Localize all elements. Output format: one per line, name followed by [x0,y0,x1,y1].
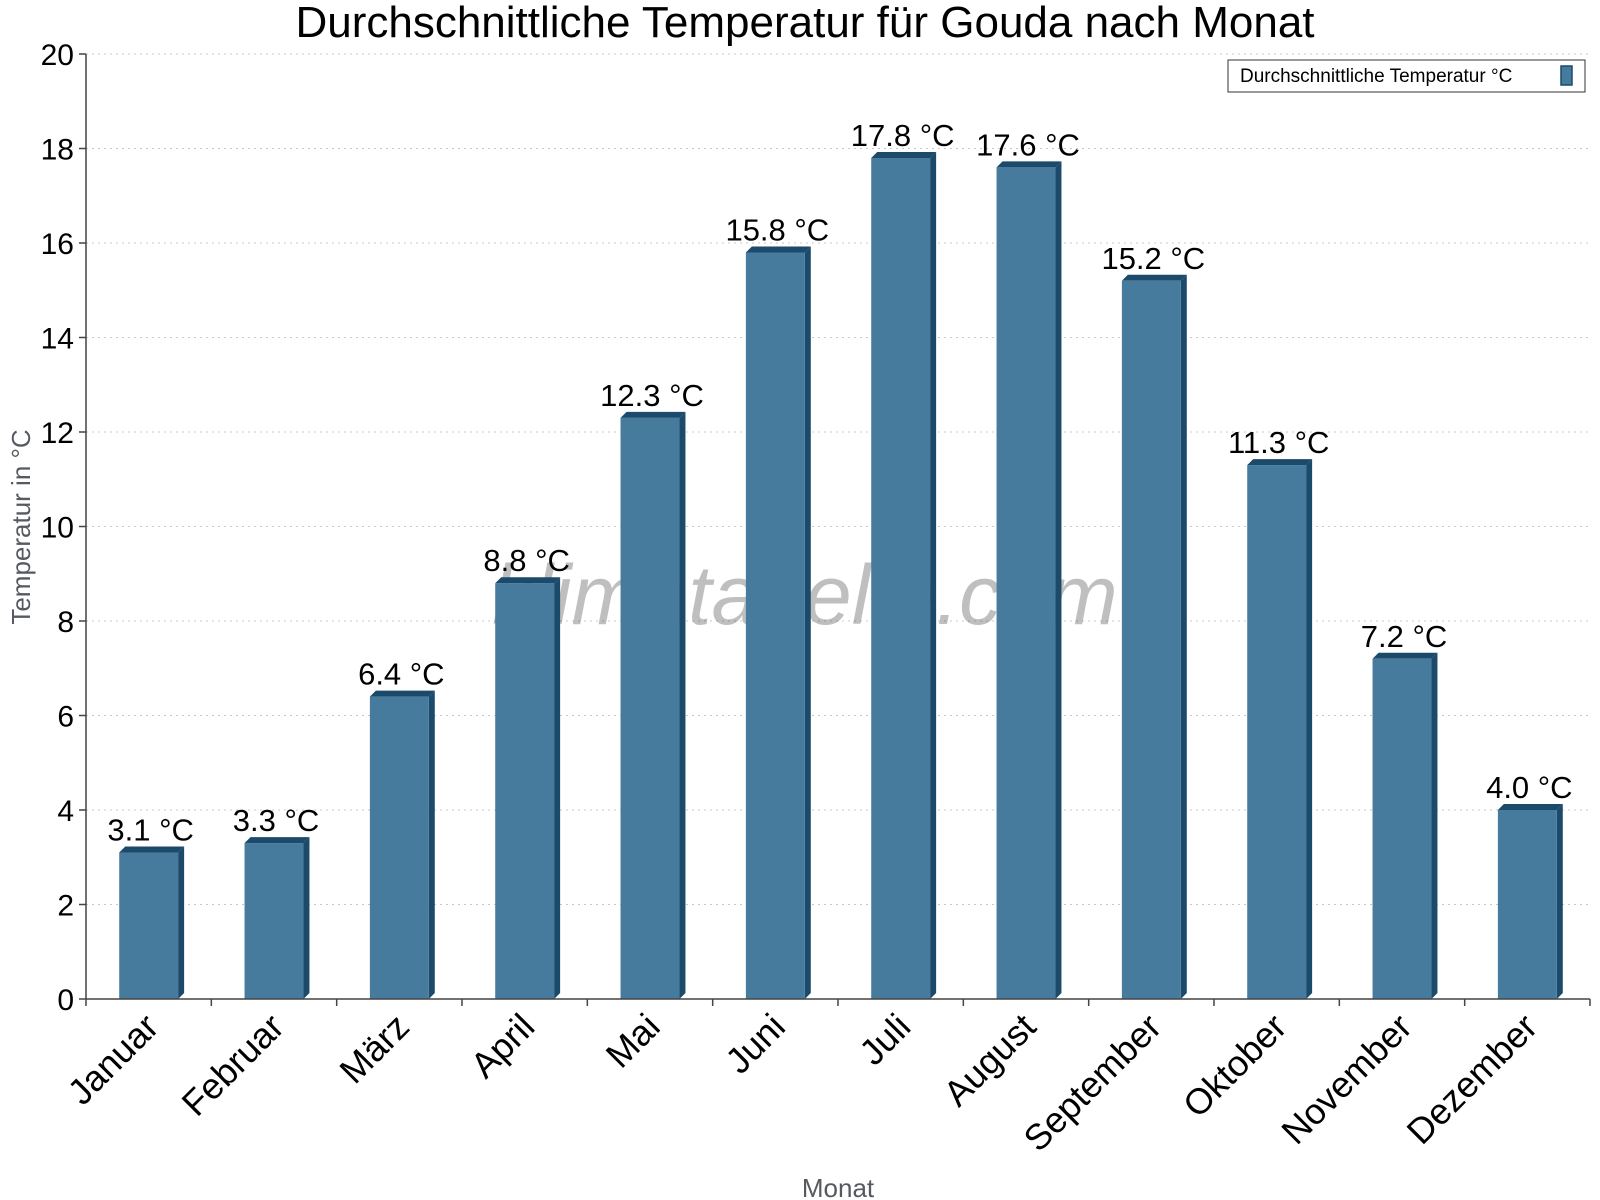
bar-top-face [495,577,561,584]
grid-lines [86,53,1590,905]
value-label: 12.3 °C [600,378,704,413]
bar-side-face [1306,459,1313,999]
value-label: 15.8 °C [725,212,829,247]
y-tick-label: 10 [41,512,74,545]
bar-front-face [871,157,931,999]
bar-top-face [369,690,435,697]
x-tick-label: April [462,1006,542,1086]
legend-box [1227,59,1586,93]
y-tick-label: 6 [57,701,74,734]
y-tick-label: 4 [57,795,74,828]
bar-top-face [244,837,310,844]
bar-front-face [244,843,304,999]
y-tick-label: 14 [41,323,74,356]
bar-september [1121,274,1187,999]
value-label: 17.6 °C [976,127,1080,162]
bar-januar [119,846,185,999]
bar-front-face [1247,465,1307,999]
x-axis-ticks: Januar Februar März April Mai Juni Juli AugustS… [59,999,1591,1160]
bar-front-face [745,252,805,999]
bar-side-face [1556,804,1563,999]
x-tick-label: Januar [59,1006,166,1113]
y-axis-ticks: 0 2 4 6 8 10 12 14 16 18 20 [41,39,86,1017]
bar-märz [369,690,435,999]
bar-side-face [930,151,937,999]
bar-front-face [495,583,555,999]
bar-dezember [1497,804,1563,999]
bar-side-face [679,411,686,999]
bar-side-face [804,246,811,999]
value-labels: 3.1 °C 3.3 °C 6.4 °C 8.8 °C 12.3 °C 15.8 °C 17… [107,118,1572,848]
value-label: 17.8 °C [851,118,955,153]
bar-front-face [996,167,1056,999]
bar-top-face [871,151,937,158]
bar-side-face [1431,652,1438,999]
bar-side-face [303,837,310,999]
bar-top-face [620,411,686,418]
x-tick-label: November [1273,1006,1419,1152]
x-axis-label: Monat [802,1173,875,1200]
bar-top-face [1247,459,1313,466]
bar-top-face [1372,652,1438,659]
value-label: 3.1 °C [107,813,194,848]
legend: Durchschnittliche Temperatur °C [1227,59,1586,93]
chart-title: Durchschnittliche Temperatur für Gouda n… [295,0,1314,47]
x-tick-label: März [331,1006,417,1092]
bar-side-face [428,690,435,999]
x-tick-label: August [935,1006,1043,1114]
bar-august [996,161,1062,999]
legend-label: Durchschnittliche Temperatur °C [1240,66,1512,87]
y-tick-label: 20 [41,39,74,72]
bar-side-face [554,577,561,999]
bar-top-face [1497,804,1563,810]
x-tick-label: Oktober [1175,1006,1295,1126]
value-label: 7.2 °C [1361,619,1448,654]
x-tick-label: Juli [851,1006,918,1073]
bar-side-face [178,846,185,999]
bar-top-face [745,246,811,253]
y-tick-label: 8 [57,606,74,639]
value-label: 15.2 °C [1101,241,1205,276]
bar-top-face [996,161,1062,168]
y-axis-label: Temperatur in °C [6,429,36,624]
bar-front-face [620,417,680,999]
bar-juli [871,151,937,999]
x-tick-label: Februar [174,1006,292,1124]
bar-front-face [119,852,179,999]
bar-februar [244,837,310,999]
bar-april [495,577,561,999]
bar-top-face [1121,274,1187,281]
bar-front-face [1121,280,1181,999]
y-tick-label: 2 [57,890,74,923]
value-label: 3.3 °C [233,803,320,838]
bar-side-face [1180,274,1187,999]
y-tick-label: 18 [41,134,74,167]
x-tick-label: Juni [717,1006,793,1082]
legend-swatch [1560,65,1573,86]
value-label: 11.3 °C [1228,425,1329,460]
y-tick-label: 12 [41,417,74,450]
y-tick-label: 0 [57,984,74,1017]
bar-front-face [1372,658,1432,999]
value-label: 4.0 °C [1486,770,1573,805]
bar-november [1372,652,1438,999]
x-tick-label: September [1015,1006,1169,1160]
x-tick-label: Dezember [1399,1006,1545,1152]
bars [119,151,1563,999]
bar-mai [620,411,686,999]
bar-side-face [1055,161,1062,999]
bar-juni [745,246,811,999]
bar-top-face [119,846,185,853]
y-tick-label: 16 [41,228,74,261]
value-label: 6.4 °C [358,657,445,692]
x-tick-label: Mai [598,1006,668,1076]
value-label: 8.8 °C [483,543,570,578]
bar-front-face [369,696,429,999]
bar-front-face [1497,810,1557,999]
bar-oktober [1247,459,1313,999]
